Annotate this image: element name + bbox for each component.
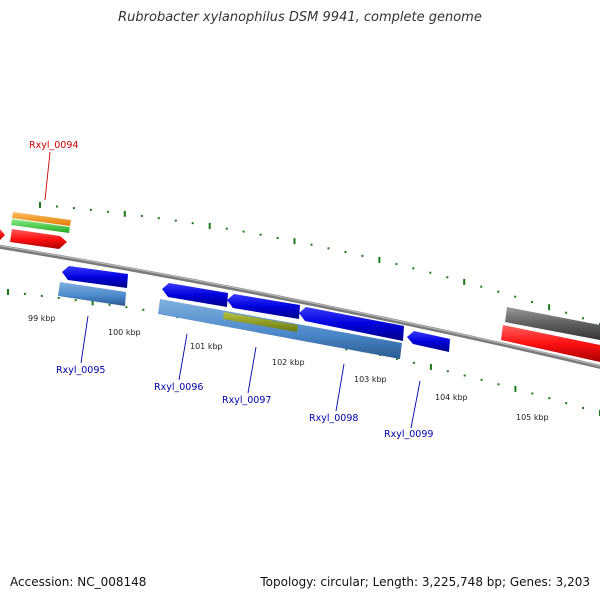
inner-tick-minor xyxy=(142,308,145,311)
outer-tick-minor xyxy=(514,295,517,298)
outer-tick-minor xyxy=(327,247,330,250)
label-line-rxyl-0097 xyxy=(247,346,257,394)
outer-tick-major xyxy=(548,304,551,311)
outer-tick-major xyxy=(208,222,211,229)
scale-label-100: 100 kbp xyxy=(108,328,141,337)
outer-tick-minor xyxy=(310,243,313,246)
inner-tick-major xyxy=(91,299,94,306)
scale-label-99: 99 kbp xyxy=(28,314,56,323)
gene-label-rxyl-0098[interactable]: Rxyl_0098 xyxy=(309,413,358,424)
label-line-rxyl-0098 xyxy=(335,363,345,412)
label-line-rxyl-0096 xyxy=(178,333,188,381)
accession-text: Accession: NC_008148 xyxy=(10,575,147,589)
scale-label-102: 102 kbp xyxy=(272,358,305,367)
inner-tick-minor xyxy=(40,294,43,297)
genome-backbone-highlight xyxy=(0,245,600,367)
outer-tick-minor xyxy=(225,227,228,230)
outer-tick-minor xyxy=(276,236,279,239)
gene-label-rxyl-0095[interactable]: Rxyl_0095 xyxy=(56,365,105,376)
inner-tick-minor xyxy=(74,299,77,302)
orange-feature[interactable] xyxy=(12,212,71,226)
outer-tick-major xyxy=(378,256,381,263)
outer-tick-major xyxy=(293,238,296,245)
outer-tick-minor xyxy=(582,317,584,320)
gray-feature-right[interactable] xyxy=(505,307,600,340)
outer-tick-minor xyxy=(157,217,160,220)
outer-tick-minor xyxy=(259,233,262,236)
inner-tick-minor xyxy=(548,397,551,400)
red-feature-right[interactable] xyxy=(501,325,600,362)
inner-tick-minor xyxy=(480,378,483,381)
outer-tick-minor xyxy=(56,205,58,208)
outer-tick-minor xyxy=(412,267,415,270)
inner-tick-minor xyxy=(23,292,26,295)
inner-tick-minor xyxy=(565,402,568,405)
outer-tick-minor xyxy=(429,271,432,274)
outer-tick-minor xyxy=(106,210,109,213)
red-gene-arrow-left[interactable] xyxy=(10,229,67,249)
inner-tick-minor xyxy=(463,374,466,377)
red-gene-edge-arrow[interactable] xyxy=(0,229,5,240)
genome-backbone xyxy=(0,244,600,369)
gene-label-rxyl-0099[interactable]: Rxyl_0099 xyxy=(384,429,433,440)
gene-label-rxyl-0094[interactable]: Rxyl_0094 xyxy=(29,140,78,151)
inner-tick-minor xyxy=(531,392,534,395)
outer-tick-major xyxy=(463,278,466,285)
inner-tick-minor xyxy=(582,407,585,409)
inner-tick-minor xyxy=(396,357,398,360)
outer-tick-minor xyxy=(89,208,92,211)
inner-tick-major xyxy=(7,289,9,295)
gene-label-rxyl-0097[interactable]: Rxyl_0097 xyxy=(222,395,271,406)
green-feature[interactable] xyxy=(11,219,70,233)
gene-rxyl-0095-arrow[interactable] xyxy=(62,266,128,288)
inner-tick-major xyxy=(429,364,432,370)
outer-tick-minor xyxy=(174,219,177,222)
map-title: Rubrobacter xylanophilus DSM 9941, compl… xyxy=(118,10,482,25)
scale-label-101: 101 kbp xyxy=(190,342,223,351)
label-line-rxyl-0095 xyxy=(80,315,89,364)
outer-tick-major xyxy=(123,210,126,217)
outer-tick-minor xyxy=(361,254,364,257)
outer-tick-minor xyxy=(531,300,534,303)
inner-tick-major xyxy=(514,385,517,392)
gene-label-rxyl-0096[interactable]: Rxyl_0096 xyxy=(154,382,203,393)
outer-tick-minor xyxy=(242,230,245,233)
gene-rxyl-0097-arrow[interactable] xyxy=(227,294,300,319)
inner-tick-minor xyxy=(108,303,111,306)
outer-tick-minor xyxy=(191,222,194,225)
gene-rxyl-0098-arrow[interactable] xyxy=(299,307,404,341)
outer-tick-minor xyxy=(140,214,143,217)
outer-tick-minor xyxy=(395,263,398,266)
inner-tick-minor xyxy=(446,370,449,373)
outer-tick-minor xyxy=(446,276,449,279)
inner-tick-minor xyxy=(125,306,128,309)
outer-tick-minor xyxy=(565,311,568,314)
outer-tick-minor xyxy=(72,207,75,210)
gene-rxyl-0099-arrow[interactable] xyxy=(407,331,450,352)
scale-label-105: 105 kbp xyxy=(516,413,549,422)
inner-tick-minor xyxy=(57,297,60,299)
scale-label-104: 104 kbp xyxy=(435,393,468,402)
gene-rxyl-0096-arrow[interactable] xyxy=(162,283,228,307)
scale-label-103: 103 kbp xyxy=(354,375,387,384)
inner-tick-minor xyxy=(412,361,415,364)
outer-tick-minor xyxy=(497,290,500,293)
gene-rxyl-0095-cds[interactable] xyxy=(58,282,126,306)
outer-tick-minor xyxy=(480,285,483,288)
outer-tick-track xyxy=(39,202,600,325)
inner-tick-minor xyxy=(497,383,500,386)
gene-rxyl-0097-feature[interactable] xyxy=(223,312,298,332)
outer-tick-major xyxy=(39,202,41,208)
label-line-rxyl-0094 xyxy=(44,151,51,201)
outer-tick-minor xyxy=(344,251,347,254)
label-line-rxyl-0099 xyxy=(410,380,421,429)
genome-summary-text: Topology: circular; Length: 3,225,748 bp… xyxy=(260,575,590,589)
